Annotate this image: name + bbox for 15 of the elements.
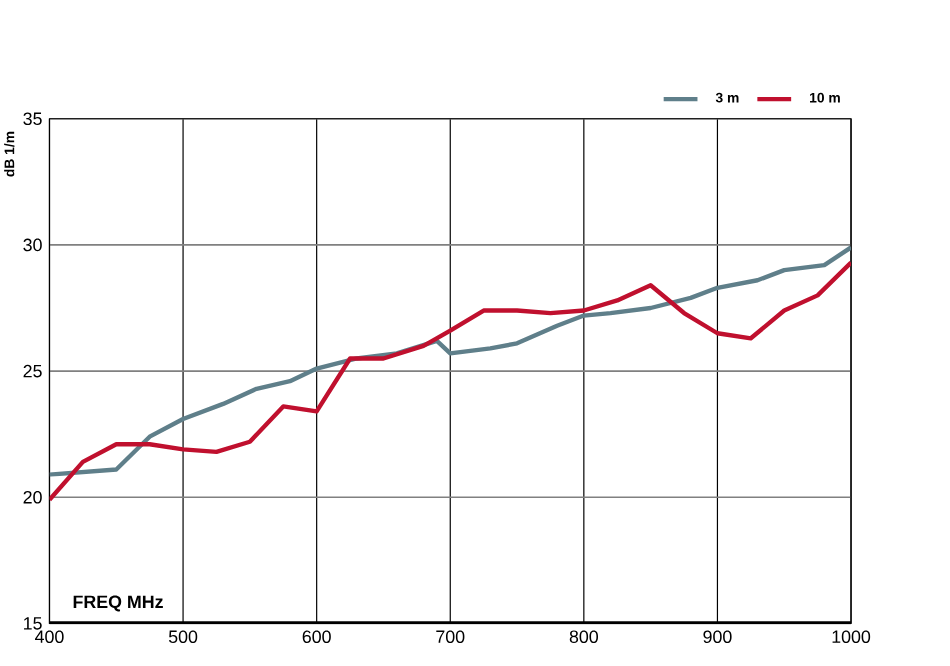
y-tick-label: 15 <box>24 616 42 630</box>
x-tick-label: 700 <box>436 629 465 643</box>
x-tick-label: 900 <box>703 629 732 643</box>
x-axis-title: FREQ MHz <box>73 594 163 611</box>
x-tick-label: 800 <box>569 629 599 643</box>
x-tick-label: 500 <box>168 629 198 643</box>
x-tick-label: 400 <box>35 629 64 643</box>
y-tick-label: 25 <box>23 364 42 377</box>
x-tick-label: 600 <box>302 629 331 643</box>
y-tick-label: 30 <box>23 238 42 251</box>
line-series <box>49 259 852 502</box>
line-series <box>49 244 852 477</box>
y-tick-label: 35 <box>23 111 42 125</box>
x-tick-label: 1000 <box>832 629 871 643</box>
y-tick-label: 20 <box>23 490 42 504</box>
